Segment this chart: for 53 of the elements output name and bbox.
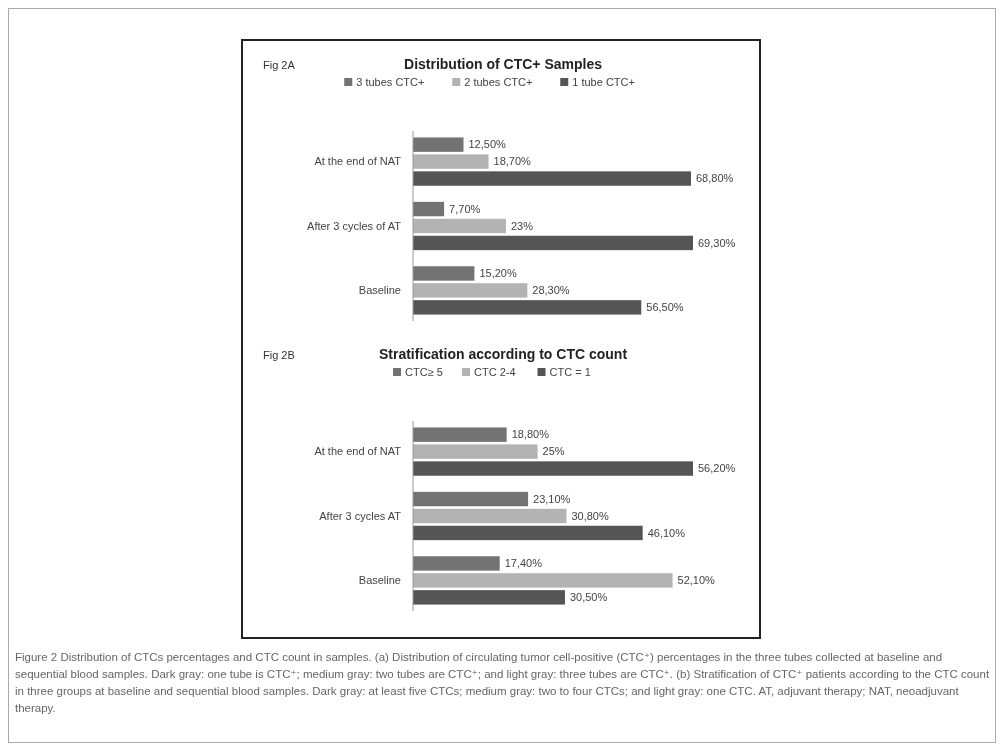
bar — [413, 300, 642, 315]
caption: Fig 2B — [263, 349, 295, 361]
bar — [413, 491, 529, 507]
legend-label: 1 tube CTC+ — [572, 76, 635, 88]
data-label: 68,80% — [695, 172, 734, 185]
y-tick-label: Baseline — [358, 284, 401, 297]
bar — [413, 137, 464, 152]
bar — [413, 573, 673, 588]
data-label: 15,20% — [479, 267, 517, 280]
caption: Fig 2A — [263, 59, 296, 71]
bar — [413, 218, 506, 234]
data-label: 18,80% — [511, 428, 550, 441]
data-label: 56,20% — [698, 462, 736, 475]
data-label: 30,80% — [571, 509, 609, 522]
data-label: 46,10% — [647, 526, 686, 539]
legend-label: CTC≥ 5 — [405, 366, 443, 378]
bar — [413, 427, 507, 442]
y-tick-label: Baseline — [358, 574, 401, 587]
legend-label: 3 tubes CTC+ — [356, 76, 425, 88]
data-label: 28,30% — [532, 284, 570, 297]
chart-title: Stratification according to CTC count — [378, 346, 628, 362]
data-label: 52,10% — [677, 574, 716, 587]
bar — [413, 444, 538, 459]
y-tick-label: After 3 cycles AT — [319, 509, 402, 522]
legend-label: CTC 2-4 — [474, 366, 516, 378]
bar — [413, 235, 693, 251]
data-label: 30,50% — [569, 591, 608, 604]
chart-title: Distribution of CTC+ Samples — [404, 56, 603, 72]
bar — [413, 556, 500, 571]
legend-label: 2 tubes CTC+ — [464, 76, 533, 88]
bar — [413, 171, 691, 186]
bar — [413, 283, 528, 298]
bar — [413, 590, 565, 605]
data-label: 7,70% — [449, 202, 481, 215]
y-tick-label: After 3 cycles of AT — [307, 219, 402, 232]
y-tick-label: At the end of NAT — [314, 445, 402, 458]
bar — [413, 266, 475, 281]
data-label: 17,40% — [504, 557, 543, 570]
bar — [413, 525, 643, 541]
data-label: 23,10% — [533, 492, 571, 505]
data-label: 23% — [510, 219, 534, 232]
caption: Figure 2 Distribution of CTCs percentages and CTC count in samples. (a) Distribution of circulating tumor cell-positive (CTC⁺) percentages in the three tubes collected at baseline and sequential blood samples. Dark gray: one tube is CTC⁺; medium gray: two tubes are CTC⁺; and light gray: three tubes are CTC⁺. (b) Stratification of CTC⁺ patients according to the CTC count in three groups at baseline and sequential blood samples. Dark gray: at least five CTCs; medium gray: two to four CTCs; and light gray: one CTC. AT, adjuvant therapy; NAT, neoadjuvant therapy. — [15, 650, 990, 716]
legend-label: CTC = 1 — [549, 366, 591, 378]
data-label: 56,50% — [646, 301, 684, 314]
data-label: 12,50% — [468, 138, 507, 151]
y-tick-label: At the end of NAT — [314, 155, 402, 168]
bar — [413, 201, 445, 217]
bar — [413, 508, 567, 524]
bar — [413, 154, 489, 169]
data-label: 25% — [542, 445, 565, 458]
bar — [413, 461, 693, 476]
data-label: 18,70% — [493, 155, 532, 168]
data-label: 69,30% — [698, 236, 736, 249]
